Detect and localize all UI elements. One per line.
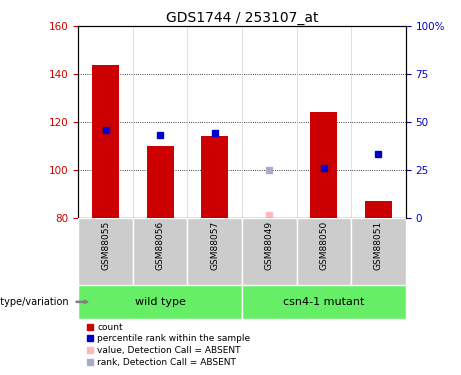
Text: wild type: wild type (135, 297, 186, 307)
Bar (133, 217, 188, 285)
Legend: count, percentile rank within the sample, value, Detection Call = ABSENT, rank, : count, percentile rank within the sample… (83, 319, 254, 370)
Text: csn4-1 mutant: csn4-1 mutant (283, 297, 365, 307)
Text: GSM88051: GSM88051 (374, 221, 383, 270)
Bar (310, 112, 337, 218)
Bar (78, 217, 133, 285)
Bar (201, 136, 228, 218)
Text: GSM88055: GSM88055 (101, 221, 110, 270)
Bar (92, 64, 119, 218)
Bar (365, 201, 392, 217)
Bar (242, 285, 406, 319)
Text: genotype/variation: genotype/variation (0, 297, 69, 307)
Text: GSM88050: GSM88050 (319, 221, 328, 270)
Text: GSM88049: GSM88049 (265, 221, 274, 270)
Bar (296, 217, 351, 285)
Text: GSM88056: GSM88056 (156, 221, 165, 270)
Bar (242, 217, 296, 285)
Bar (188, 217, 242, 285)
Bar (78, 285, 242, 319)
Title: GDS1744 / 253107_at: GDS1744 / 253107_at (166, 11, 318, 25)
Bar (351, 217, 406, 285)
Bar (147, 146, 174, 218)
Text: GSM88057: GSM88057 (210, 221, 219, 270)
